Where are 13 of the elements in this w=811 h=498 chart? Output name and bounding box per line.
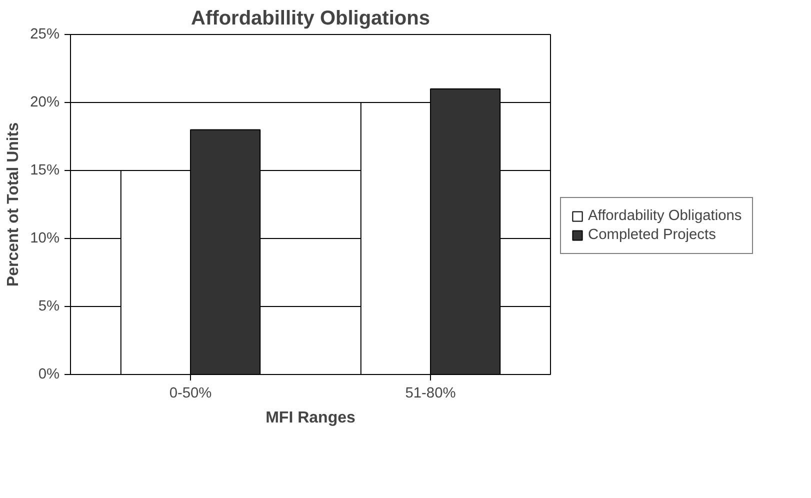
y-tick-label: 15% [30, 162, 60, 178]
legend-label: Completed Projects [588, 227, 716, 243]
y-tick-label: 5% [38, 298, 60, 314]
x-tick-label: 51-80% [405, 386, 456, 402]
y-tick-label: 25% [30, 26, 60, 42]
chart-title: Affordabillity Obligations [191, 8, 430, 30]
y-axis-title: Percent ot Total Units [5, 122, 22, 287]
x-axis-title: MFI Ranges [266, 410, 356, 426]
x-tick-label: 0-50% [169, 386, 212, 402]
y-tick-label: 10% [30, 230, 60, 246]
y-tick-label: 20% [30, 94, 60, 110]
y-tick-label: 0% [38, 366, 60, 382]
legend-label: Affordability Obligations [588, 208, 742, 224]
